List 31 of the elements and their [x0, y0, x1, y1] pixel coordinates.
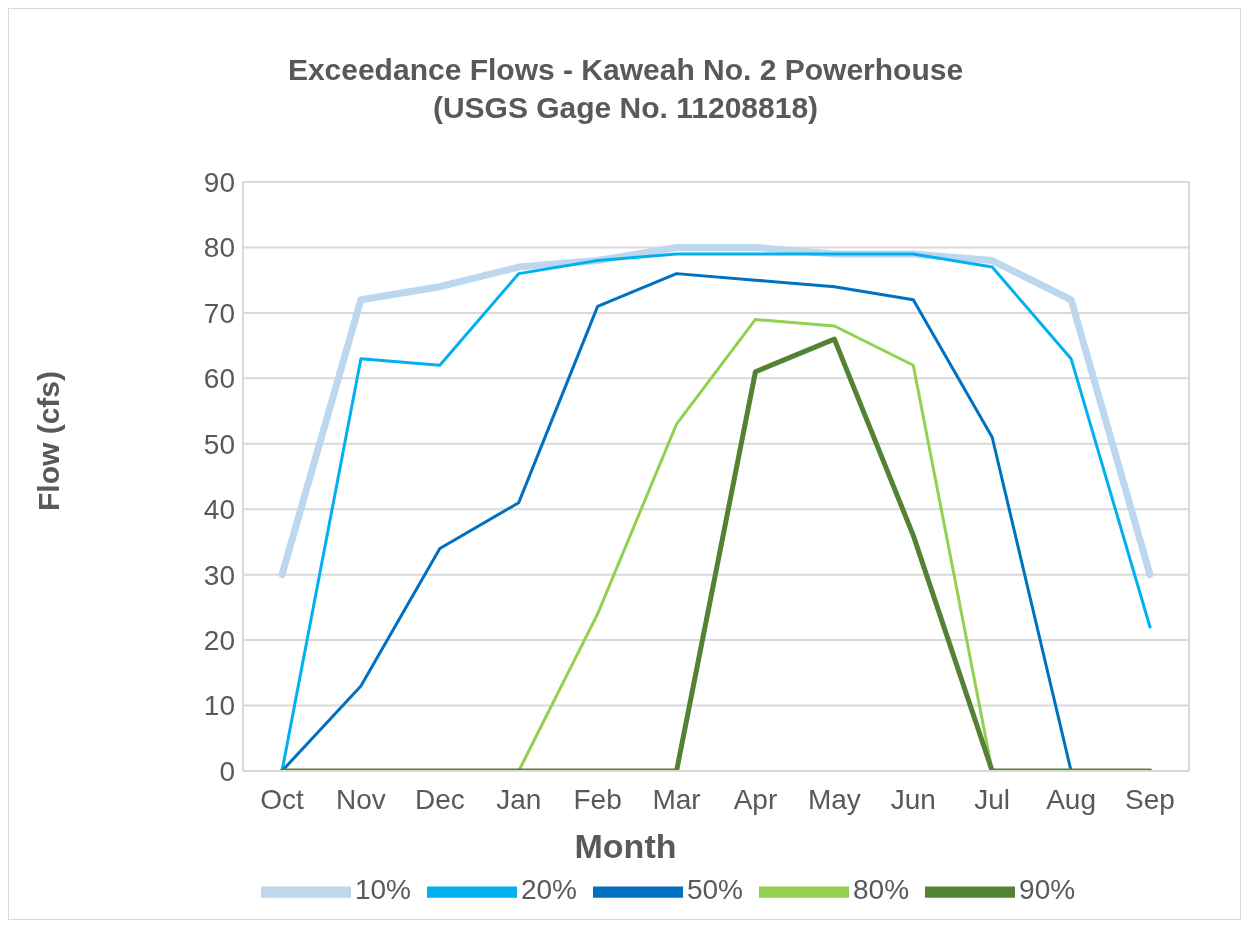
y-tick-label: 0	[219, 755, 235, 787]
x-axis-title: Month	[573, 827, 678, 866]
x-tick-label: Feb	[573, 783, 622, 815]
x-tick-label: Oct	[260, 783, 304, 815]
y-tick-label: 90	[203, 166, 235, 198]
y-tick-label: 80	[203, 232, 235, 264]
x-tick-label: Apr	[733, 783, 778, 815]
x-tick-label: Jul	[974, 783, 1011, 815]
y-tick-label: 60	[203, 363, 235, 395]
x-tick-label: Jan	[496, 783, 542, 815]
legend-label: 10%	[354, 874, 411, 906]
line-series	[517, 317, 994, 771]
x-tick-label: Jun	[890, 783, 936, 815]
x-tick-label: Aug	[1046, 783, 1097, 815]
x-tick-label: Sep	[1125, 783, 1175, 815]
y-tick-label: 50	[203, 428, 235, 460]
y-axis-title: Flow (cfs)	[32, 371, 66, 511]
x-tick-label: Nov	[336, 783, 386, 815]
x-tick-label: Mar	[652, 783, 701, 815]
x-tick-label: May	[807, 783, 861, 815]
y-tick-label: 30	[203, 559, 235, 591]
y-tick-label: 10	[203, 690, 235, 722]
y-tick-label: 20	[203, 625, 235, 657]
legend-label: 90%	[1019, 874, 1076, 906]
chart-title: Exceedance Flows - Kaweah No. 2 Powerhouse (USGS Gage No. 11208818)	[286, 52, 965, 126]
legend-label: 80%	[853, 874, 910, 906]
x-tick-label: Dec	[414, 783, 465, 815]
legend-label: 50%	[686, 874, 744, 906]
y-tick-label: 40	[203, 494, 235, 526]
y-tick-label: 70	[203, 297, 235, 329]
legend-label: 20%	[520, 874, 577, 906]
